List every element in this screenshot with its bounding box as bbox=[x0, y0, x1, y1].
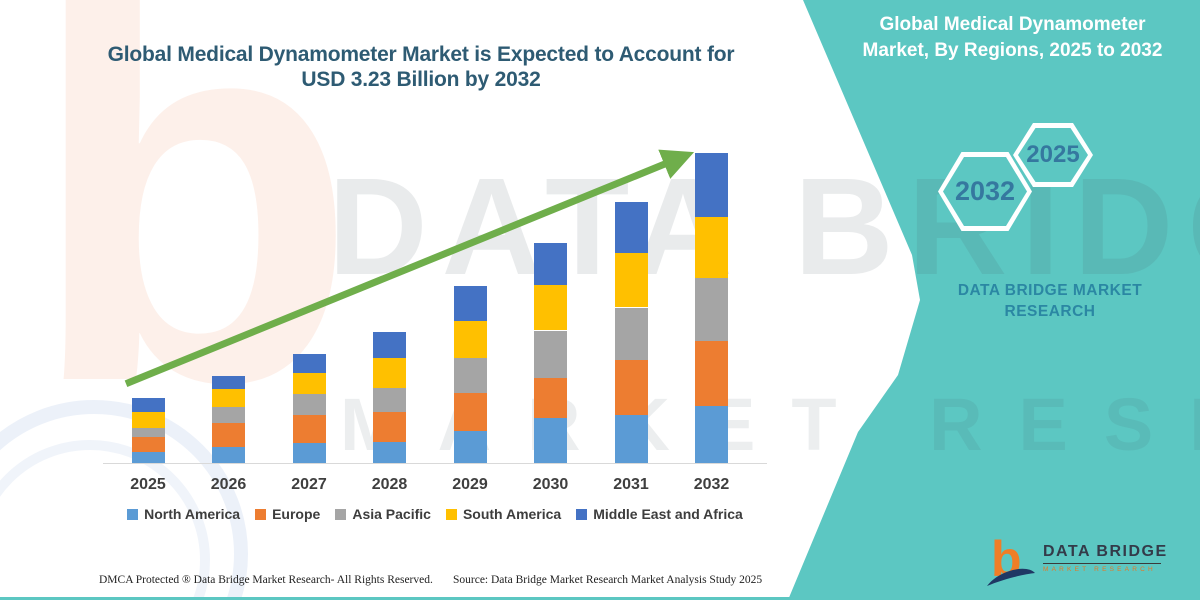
chart-title-line1: Global Medical Dynamometer Market is Exp… bbox=[107, 43, 735, 66]
x-axis-label: 2025 bbox=[130, 476, 166, 493]
bar-segment bbox=[373, 332, 406, 359]
legend-swatch bbox=[335, 508, 347, 520]
x-axis-label: 2026 bbox=[210, 476, 247, 493]
x-axis-label: 2030 bbox=[532, 476, 569, 493]
bar-segment bbox=[453, 286, 487, 321]
legend-item: Asia Pacific bbox=[335, 506, 431, 522]
legend-swatch bbox=[445, 508, 457, 520]
legend-label: Europe bbox=[272, 506, 321, 522]
bar-segment bbox=[453, 320, 487, 359]
legend-label: South America bbox=[462, 506, 562, 522]
bar-segment bbox=[292, 415, 326, 443]
bar-segment bbox=[373, 358, 406, 389]
bar-segment bbox=[534, 417, 567, 463]
x-axis-label: 2028 bbox=[371, 476, 408, 493]
bar-segment bbox=[292, 372, 326, 394]
bar-segment bbox=[131, 397, 165, 413]
legend-swatch bbox=[255, 508, 267, 520]
bar-segment bbox=[534, 285, 567, 331]
footer-source: Source: Data Bridge Market Research Mark… bbox=[453, 574, 763, 586]
x-axis-line bbox=[103, 463, 767, 464]
x-axis-label: 2029 bbox=[452, 476, 488, 493]
legend-item: South America bbox=[445, 506, 562, 522]
bar-segment bbox=[534, 243, 567, 286]
bar-segment bbox=[534, 377, 567, 418]
hexagon-badge-2032: 2032 bbox=[938, 152, 1032, 231]
legend-label: Asia Pacific bbox=[352, 506, 431, 522]
panel-brand-line1: DATA BRIDGE MARKET bbox=[957, 282, 1143, 299]
bar-segment bbox=[131, 437, 165, 453]
bar-segment bbox=[292, 442, 326, 463]
legend-swatch bbox=[576, 508, 588, 520]
bar-segment bbox=[453, 392, 487, 432]
hexagon-badge-2025: 2025 bbox=[1013, 123, 1093, 187]
bar-segment bbox=[212, 407, 245, 423]
bar-segment bbox=[131, 412, 165, 429]
hexagon-2025-label: 2025 bbox=[1018, 128, 1088, 182]
logo-swoosh bbox=[987, 568, 1035, 586]
bar-segment bbox=[695, 152, 728, 218]
panel-heading-line2: Market, By Regions, 2025 to 2032 bbox=[862, 40, 1163, 61]
hexagon-2032-label: 2032 bbox=[943, 157, 1027, 226]
bar-segment bbox=[212, 389, 245, 408]
logo-name: DATA BRIDGE bbox=[1043, 543, 1168, 560]
bar-segment bbox=[614, 252, 648, 308]
logo-divider bbox=[1043, 563, 1161, 564]
bar-segment bbox=[695, 217, 728, 278]
x-axis-label: 2032 bbox=[693, 476, 730, 493]
bar-segment bbox=[373, 412, 406, 442]
bar-segment bbox=[292, 393, 326, 415]
footer-copyright: DMCA Protected ® Data Bridge Market Rese… bbox=[99, 574, 433, 586]
panel-brand-line2: RESEARCH bbox=[1004, 303, 1096, 320]
panel-heading-line1: Global Medical Dynamometer bbox=[879, 14, 1146, 35]
databridge-logo-icon: b bbox=[985, 531, 1037, 599]
bar-segment bbox=[453, 358, 487, 393]
bar-segment bbox=[212, 375, 245, 389]
bar-segment bbox=[614, 360, 648, 415]
bar-segment bbox=[373, 441, 406, 463]
legend-label: North America bbox=[144, 506, 241, 522]
bar-segment bbox=[614, 201, 648, 253]
chart-title-line2: USD 3.23 Billion by 2032 bbox=[301, 68, 541, 91]
panel-heading: Global Medical Dynamometer Market, By Re… bbox=[840, 12, 1185, 64]
panel-brand-text: DATA BRIDGE MARKET RESEARCH bbox=[920, 280, 1180, 322]
legend-item: Europe bbox=[255, 506, 320, 522]
legend-label: Middle East and Africa bbox=[593, 506, 743, 522]
bar-segment bbox=[453, 431, 487, 463]
bar-segment bbox=[373, 388, 406, 413]
bar-segment bbox=[614, 307, 648, 361]
databridge-logo: b DATA BRIDGE MARKET RESEARCH bbox=[985, 531, 1168, 599]
legend-item: Middle East and Africa bbox=[576, 506, 743, 522]
bar-segment bbox=[695, 406, 728, 463]
legend-swatch bbox=[127, 508, 139, 520]
bar-segment bbox=[695, 277, 728, 342]
bar-segment bbox=[212, 422, 245, 447]
logo-tagline: MARKET RESEARCH bbox=[1043, 566, 1156, 573]
bar-segment bbox=[131, 428, 165, 437]
bar-segment bbox=[292, 353, 326, 373]
legend-item: North America bbox=[127, 506, 240, 522]
bar-segment bbox=[614, 415, 648, 463]
x-axis-label: 2027 bbox=[291, 476, 327, 493]
x-axis-label: 2031 bbox=[613, 476, 649, 493]
logo-text-block: DATA BRIDGE MARKET RESEARCH bbox=[1043, 532, 1168, 573]
bar-segment bbox=[131, 452, 165, 463]
bottom-accent-line bbox=[0, 597, 800, 600]
bar-segment bbox=[534, 330, 567, 378]
bar-segment bbox=[212, 446, 245, 463]
chart-legend: North America Europe Asia Pacific South Ame… bbox=[90, 506, 780, 522]
chart-title: Global Medical Dynamometer Market is Exp… bbox=[60, 42, 782, 92]
bar-segment bbox=[695, 341, 728, 407]
